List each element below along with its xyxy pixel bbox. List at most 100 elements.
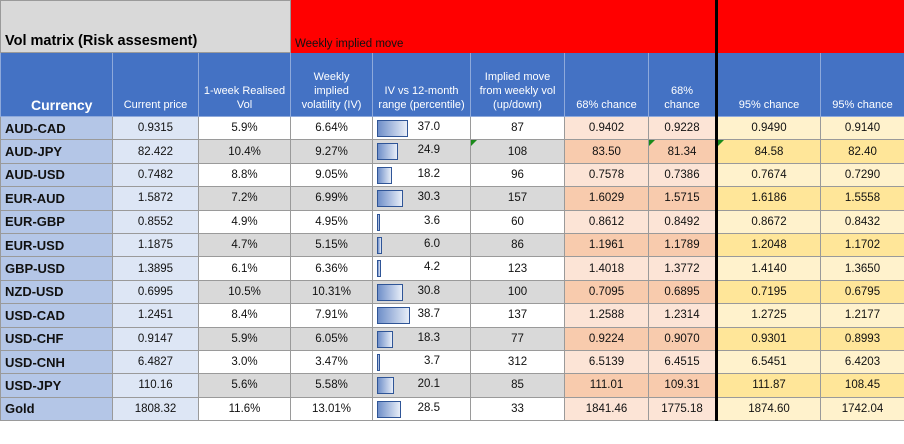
68-down-cell: 6.4515 [648, 349, 718, 375]
realised-vol-cell: 5.9% [197, 115, 292, 141]
table-row: NZD-USD 0.6995 10.5% 10.31% 30.8 100 0.7095 0.6… [0, 279, 904, 305]
percentile-value: 18.3 [417, 331, 441, 344]
95-down-cell: 0.8432 [820, 209, 904, 234]
implied-vol-cell: 6.36% [290, 256, 374, 281]
68-up-cell: 0.8612 [564, 209, 650, 234]
68-down-cell: 81.34 [648, 139, 718, 164]
68-up-cell: 111.01 [564, 373, 650, 398]
95-down-cell: 0.6795 [820, 279, 904, 305]
comment-indicator-icon [471, 140, 478, 147]
currency-cell: USD-CHF [0, 326, 113, 351]
95-up-cell: 1.2048 [715, 232, 822, 258]
iv-percentile-cell: 6.0 [372, 232, 472, 258]
68-down-cell: 1.5715 [648, 186, 718, 211]
table-row: USD-JPY 110.16 5.6% 5.58% 20.1 85 111.01 109.31… [0, 373, 904, 398]
currency-cell: NZD-USD [0, 279, 113, 305]
implied-move-cell: 123 [470, 256, 566, 281]
implied-vol-cell: 6.99% [290, 186, 374, 211]
implied-move-cell: 60 [470, 209, 566, 234]
68-up-cell: 0.9402 [564, 115, 650, 141]
implied-move-cell: 96 [470, 162, 566, 188]
percentile-value: 28.5 [417, 401, 441, 414]
95-up-cell: 1.2725 [715, 303, 822, 328]
68-up-cell: 6.5139 [564, 349, 650, 375]
realised-vol-cell: 5.6% [197, 373, 292, 398]
percentile-bar [377, 120, 409, 137]
implied-vol-cell: 6.64% [290, 115, 374, 141]
implied-vol-cell: 10.31% [290, 279, 374, 305]
col-95-up: 95% chance [715, 52, 822, 117]
68-down-cell: 1.3772 [648, 256, 718, 281]
68-down-cell: 1.2314 [648, 303, 718, 328]
col-implied-vol: Weekly implied volatility (IV) [290, 52, 374, 117]
col-currency: Currency [0, 52, 113, 117]
col-iv-percentile: IV vs 12-month range (percentile) [372, 52, 472, 117]
percentile-value: 3.7 [424, 354, 441, 367]
iv-percentile-cell: 28.5 [372, 396, 472, 422]
table-row: AUD-USD 0.7482 8.8% 9.05% 18.2 96 0.7578 0.7386… [0, 162, 904, 188]
implied-move-cell: 77 [470, 326, 566, 351]
percentile-value: 4.2 [424, 261, 441, 274]
95-up-cell: 6.5451 [715, 349, 822, 375]
current-price-cell: 0.8552 [112, 209, 199, 234]
68-up-cell: 1841.46 [564, 396, 650, 422]
realised-vol-cell: 8.8% [197, 162, 292, 188]
68-down-cell: 0.6895 [648, 279, 718, 305]
68-down-cell: 109.31 [648, 373, 718, 398]
percentile-value: 30.3 [417, 191, 441, 204]
current-price-cell: 1.2451 [112, 303, 199, 328]
68-up-cell: 0.7578 [564, 162, 650, 188]
current-price-cell: 0.7482 [112, 162, 199, 188]
realised-vol-cell: 4.9% [197, 209, 292, 234]
current-price-cell: 0.9315 [112, 115, 199, 141]
table-row: AUD-CAD 0.9315 5.9% 6.64% 37.0 87 0.9402 0.9228… [0, 115, 904, 141]
implied-vol-cell: 6.05% [290, 326, 374, 351]
sheet-title: Vol matrix (Risk assesment) [0, 0, 292, 53]
realised-vol-cell: 10.5% [197, 279, 292, 305]
95-down-cell: 0.9140 [820, 115, 904, 141]
implied-vol-cell: 9.05% [290, 162, 374, 188]
currency-cell: Gold [0, 396, 113, 422]
95-down-cell: 0.7290 [820, 162, 904, 188]
realised-vol-cell: 8.4% [197, 303, 292, 328]
implied-move-cell: 86 [470, 232, 566, 258]
percentile-bar [377, 190, 403, 208]
table-row: USD-CNH 6.4827 3.0% 3.47% 3.7 312 6.5139 6.4515… [0, 349, 904, 375]
68-up-cell: 1.2588 [564, 303, 650, 328]
95-up-cell: 1.6186 [715, 186, 822, 211]
68-down-cell: 0.7386 [648, 162, 718, 188]
iv-percentile-cell: 3.6 [372, 209, 472, 234]
currency-cell: USD-CAD [0, 303, 113, 328]
percentile-bar [377, 236, 383, 254]
95-down-cell: 1.1702 [820, 232, 904, 258]
percentile-value: 3.6 [424, 214, 441, 227]
weekly-implied-move-header: Weekly implied move [290, 24, 718, 53]
95-down-cell: 0.8993 [820, 326, 904, 351]
95-up-cell: 0.8672 [715, 209, 822, 234]
currency-cell: EUR-GBP [0, 209, 113, 234]
implied-vol-cell: 13.01% [290, 396, 374, 422]
iv-percentile-cell: 24.9 [372, 139, 472, 164]
implied-vol-cell: 3.47% [290, 349, 374, 375]
table-row: EUR-USD 1.1875 4.7% 5.15% 6.0 86 1.1961 1.1789 1… [0, 232, 904, 258]
percentile-bar [377, 377, 395, 395]
col-68-down: 68% chance [648, 52, 718, 117]
95-up-cell: 1874.60 [715, 396, 822, 422]
percentile-value: 30.8 [417, 284, 441, 297]
col-current-price: Current price [112, 52, 199, 117]
implied-move-cell: 157 [470, 186, 566, 211]
68-up-cell: 0.9224 [564, 326, 650, 351]
table-row: EUR-GBP 0.8552 4.9% 4.95% 3.6 60 0.8612 0.8492 0… [0, 209, 904, 234]
currency-cell: USD-JPY [0, 373, 113, 398]
iv-percentile-cell: 30.8 [372, 279, 472, 305]
current-price-cell: 0.9147 [112, 326, 199, 351]
percentile-bar [377, 400, 402, 418]
table-row: AUD-JPY 82.422 10.4% 9.27% 24.9 108 83.50 81.34… [0, 139, 904, 164]
realised-vol-cell: 11.6% [197, 396, 292, 422]
current-price-cell: 82.422 [112, 139, 199, 164]
95-down-cell: 1.5558 [820, 186, 904, 211]
implied-vol-cell: 7.91% [290, 303, 374, 328]
col-68-up: 68% chance [564, 52, 650, 117]
implied-move-cell: 312 [470, 349, 566, 375]
